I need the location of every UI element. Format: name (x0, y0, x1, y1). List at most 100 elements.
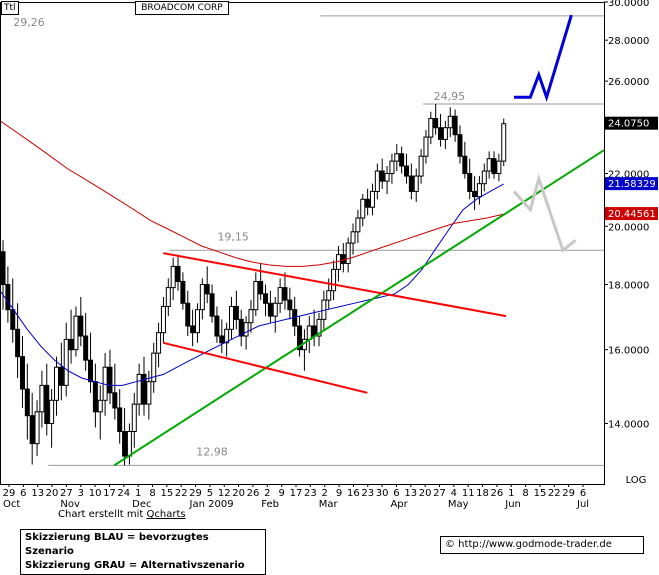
moving-averages (0, 120, 504, 386)
candle-body (15, 328, 21, 358)
plot-border (0, 2, 605, 485)
header-ticker-box: Ttl (1, 1, 19, 15)
candle-body (92, 381, 98, 413)
candle-body (209, 293, 215, 317)
candle-body (433, 118, 439, 129)
legend-grey: Skizzierung GRAU = Alternativszenario (25, 560, 245, 571)
y-tick-label: 16.0000 (608, 346, 649, 357)
candle-body (457, 134, 463, 157)
ticker-label: Ttl (4, 3, 16, 13)
candle-body (408, 175, 414, 192)
candle-body (24, 388, 30, 417)
candle-body (34, 411, 40, 445)
level-labels: 29,26 24,95 19,15 12,98 (13, 16, 465, 459)
candle-body (122, 430, 128, 457)
candle-body (438, 127, 444, 140)
candle-body (204, 284, 210, 295)
price-badges: 24.0750 21.58329 20.44561 (605, 116, 658, 221)
candle-body (442, 127, 448, 140)
x-tick-label: 1 (135, 488, 141, 499)
channel-line-red (163, 341, 368, 394)
candle-body (0, 251, 6, 286)
qcharts-link[interactable]: Qcharts (146, 509, 186, 520)
candle-body (175, 265, 181, 282)
candle-body (365, 198, 371, 208)
x-tick-label: 15 (534, 488, 547, 499)
candle-body (462, 155, 468, 175)
x-tick-label: 29 (3, 488, 16, 499)
candlesticks (0, 103, 507, 466)
candle-body (112, 392, 118, 409)
candle-body (476, 183, 482, 198)
x-tick-label: 2 (264, 488, 270, 499)
source-url[interactable]: © http://www.godmode-trader.de (440, 536, 644, 554)
candle-body (214, 315, 220, 337)
candle-body (326, 290, 332, 301)
y-tick-label: 22.0000 (608, 170, 649, 181)
x-tick-label: 3 (78, 488, 84, 499)
y-tick-label: 26.0000 (608, 77, 649, 88)
x-tick-label: 6 (20, 488, 26, 499)
x-tick-label: 2 (322, 488, 328, 499)
candle-body (399, 153, 405, 167)
candle-body (277, 287, 283, 304)
x-tick-label: 15 (160, 488, 173, 499)
x-axis: 29 6 13 20 27 3 10 17 24 1 8 15 22 29 5 12 20 26 2 9 17 23 2 9 1… (3, 484, 589, 510)
company-name: BROADCOM CORP (141, 3, 223, 13)
candle-body (467, 173, 473, 192)
x-month-label: May (448, 499, 469, 510)
candle-body (316, 318, 322, 337)
candle-body (160, 305, 166, 334)
candle-body (107, 366, 113, 394)
candle-body (185, 302, 191, 327)
x-tick-label: 29 (189, 488, 202, 499)
x-month-label: Nov (60, 499, 80, 510)
candle-body (413, 175, 419, 192)
x-tick-label: 5 (207, 488, 213, 499)
x-tick-label: 16 (347, 488, 360, 499)
x-tick-label: 18 (476, 488, 489, 499)
candle-body (355, 217, 361, 233)
candle-body (350, 231, 356, 244)
level-label: 24,95 (434, 90, 466, 103)
candle-body (248, 309, 254, 324)
candle-body (10, 309, 16, 330)
candle-body (165, 287, 171, 307)
price-badge (605, 177, 658, 191)
candle-body (19, 356, 25, 390)
legend-blue: Skizzierung BLAU = bevorzugtes Szenario (25, 532, 209, 557)
candle-body (389, 160, 395, 175)
candle-body (199, 284, 205, 311)
level-label: 19,15 (217, 230, 249, 243)
candle-body (267, 302, 273, 317)
candle-body (238, 318, 244, 337)
x-tick-label: 20 (419, 488, 432, 499)
candle-body (481, 170, 487, 185)
candle-body (369, 190, 375, 208)
level-label: 29,26 (13, 16, 45, 29)
source-url-text[interactable]: © http://www.godmode-trader.de (445, 539, 612, 550)
candle-body (136, 373, 142, 405)
candle-body (73, 315, 79, 351)
candle-body (97, 399, 103, 413)
candle-body (78, 315, 84, 337)
x-tick-label: 8 (522, 488, 528, 499)
candle-body (131, 403, 137, 432)
x-tick-label: 9 (278, 488, 284, 499)
candle-body (68, 338, 74, 351)
x-month-label: Mar (319, 499, 339, 510)
price-badge-label: 24.0750 (608, 119, 649, 130)
candle-body (345, 242, 351, 264)
candle-body (58, 366, 64, 386)
x-month-label: Apr (390, 499, 408, 510)
candle-body (170, 265, 176, 289)
x-tick-label: 23 (361, 488, 374, 499)
y-tick-label: 28.0000 (608, 36, 649, 47)
candle-body (297, 325, 303, 351)
x-month-label: Jun (504, 499, 521, 510)
x-month-label: Feb (261, 499, 279, 510)
candle-body (272, 302, 278, 317)
x-month-label: Oct (3, 499, 20, 510)
candle-body (44, 384, 50, 425)
candle-body (53, 366, 59, 401)
